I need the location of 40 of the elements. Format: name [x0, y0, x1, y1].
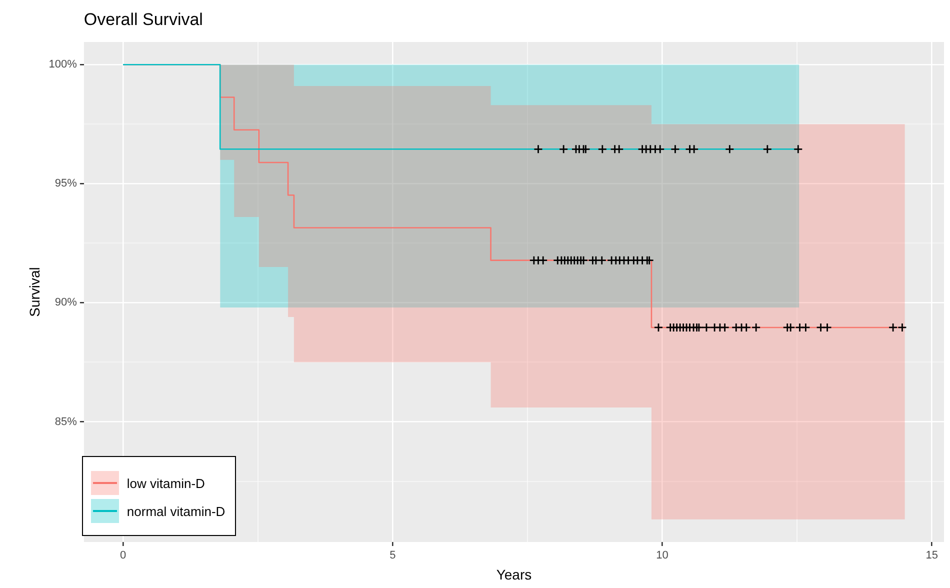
point: [822, 322, 832, 332]
chart-title: Overall Survival: [84, 10, 203, 30]
y-axis-title: Survival: [26, 267, 42, 317]
point: [538, 256, 548, 266]
point: [614, 144, 624, 154]
y-tick-label: 85%: [54, 416, 78, 428]
point: [816, 322, 826, 332]
legend-label: low vitamin-D: [126, 476, 205, 490]
x-tick-label: 0: [120, 550, 126, 562]
point: [702, 322, 712, 332]
point: [795, 322, 804, 332]
x-axis-title: Years: [496, 566, 532, 582]
point: [591, 256, 601, 266]
y-tick-label: 90%: [54, 296, 78, 309]
y-tick-label: 95%: [54, 178, 78, 190]
x-tick-label: 5: [390, 550, 396, 562]
point: [670, 144, 680, 154]
point: [558, 144, 568, 154]
point: [689, 144, 699, 154]
legend-label: normal vitamin-D: [126, 504, 226, 518]
x-tick-label: 15: [926, 550, 938, 562]
point: [742, 322, 752, 332]
point: [655, 144, 665, 154]
point: [724, 144, 734, 154]
point: [793, 144, 803, 154]
point: [751, 322, 761, 332]
x-tick-label: 10: [656, 550, 668, 562]
point: [786, 322, 796, 332]
point: [534, 144, 543, 154]
point: [598, 144, 608, 154]
point: [578, 256, 588, 266]
point: [800, 322, 810, 332]
y-tick-label: 100%: [48, 58, 78, 71]
point: [654, 322, 664, 332]
point: [888, 322, 898, 332]
point: [720, 322, 730, 332]
point: [762, 144, 772, 154]
point: [597, 256, 607, 266]
point: [898, 322, 907, 332]
point: [644, 256, 654, 266]
